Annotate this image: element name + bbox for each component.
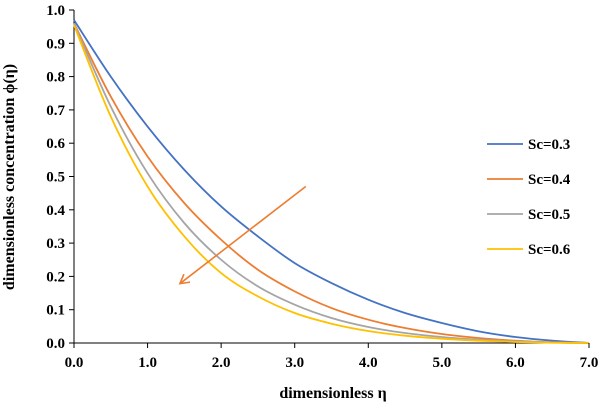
y-axis-title: dimensionless concentration ϕ(η) [1,64,18,290]
legend: Sc=0.3 Sc=0.4 Sc=0.5 Sc=0.6 [487,137,571,258]
x-tick-label: 0.0 [65,355,84,371]
plot-area [73,10,589,344]
x-tick-label: 6.0 [506,355,525,371]
tick-labels: 0.0 0.1 0.2 0.3 0.4 0.5 0.6 0.7 0.8 0.9 1.0 0.0 1.0 2… [46,3,598,371]
x-tick-label: 3.0 [285,355,304,371]
series-line-sc-0-4 [73,22,590,344]
x-tick-label: 4.0 [359,355,378,371]
x-tick-label: 1.0 [138,355,157,371]
y-tick-label: 0.1 [46,303,65,319]
legend-label: Sc=0.4 [528,172,571,188]
x-tick-label: 7.0 [580,355,599,371]
y-tick-label: 0.4 [46,203,65,219]
series-group [73,19,590,344]
y-tick-label: 1.0 [46,3,65,19]
legend-label: Sc=0.6 [528,242,571,258]
y-tick-label: 0.7 [46,103,65,119]
x-tick-label: 5.0 [432,355,451,371]
series-line-sc-0-5 [73,22,590,344]
y-tick-label: 0.6 [46,136,65,152]
y-tick-label: 0.0 [46,336,65,352]
legend-label: Sc=0.5 [528,207,570,223]
legend-label: Sc=0.3 [528,137,570,153]
trend-arrow [178,185,307,285]
annotation-group [178,185,307,285]
y-tick-label: 0.8 [46,70,65,86]
y-tick-label: 0.5 [46,170,65,186]
y-tick-label: 0.9 [46,36,65,52]
series-line-sc-0-6 [73,24,590,344]
series-line-sc-0-3 [73,19,590,344]
y-tick-label: 0.2 [46,269,65,285]
x-tick-label: 2.0 [212,355,231,371]
y-tick-label: 0.3 [46,236,65,252]
x-axis-title: dimensionless η [279,385,386,402]
